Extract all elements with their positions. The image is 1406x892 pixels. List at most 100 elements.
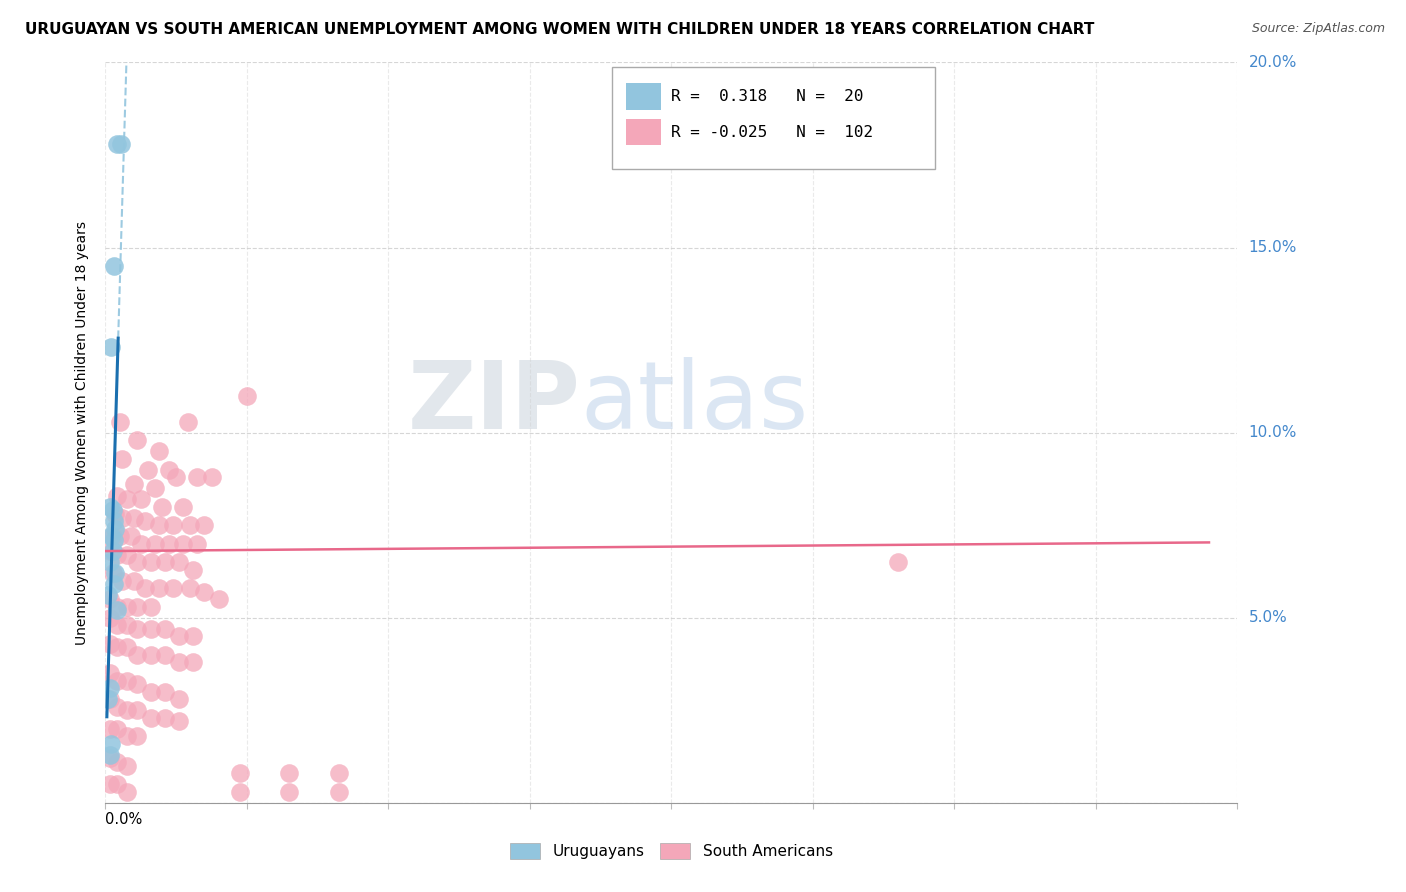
Point: [328, 785, 350, 799]
Point: [98, 610, 121, 624]
Point: [98, 555, 121, 569]
Point: [115, 703, 138, 717]
Point: [153, 711, 176, 725]
Text: URUGUAYAN VS SOUTH AMERICAN UNEMPLOYMENT AMONG WOMEN WITH CHILDREN UNDER 18 YEAR: URUGUAYAN VS SOUTH AMERICAN UNEMPLOYMENT…: [25, 22, 1095, 37]
Point: [129, 536, 152, 550]
Point: [172, 500, 194, 514]
Text: 5.0%: 5.0%: [1249, 610, 1286, 625]
Point: [278, 785, 301, 799]
Point: [229, 785, 252, 799]
Point: [98, 747, 121, 762]
Point: [148, 518, 170, 533]
Point: [193, 584, 215, 599]
Point: [208, 592, 231, 607]
Point: [115, 599, 138, 614]
Point: [115, 673, 138, 688]
Point: [167, 629, 190, 643]
Point: [98, 777, 121, 791]
Text: 15.0%: 15.0%: [1249, 240, 1296, 255]
Point: [104, 507, 127, 521]
Point: [115, 618, 138, 632]
Point: [100, 529, 122, 543]
Point: [98, 544, 121, 558]
Point: [105, 599, 128, 614]
Point: [103, 577, 125, 591]
Point: [100, 341, 122, 355]
Point: [101, 566, 124, 581]
Point: [162, 518, 184, 533]
Point: [150, 500, 173, 514]
Point: [193, 518, 215, 533]
Point: [105, 548, 128, 562]
Point: [98, 692, 121, 706]
Point: [110, 136, 132, 151]
Point: [111, 451, 134, 466]
Point: [105, 777, 128, 791]
Text: atlas: atlas: [581, 357, 808, 449]
Point: [186, 470, 208, 484]
Point: [105, 755, 128, 769]
Point: [103, 515, 125, 529]
Point: [108, 529, 131, 543]
Text: Source: ZipAtlas.com: Source: ZipAtlas.com: [1251, 22, 1385, 36]
Point: [165, 470, 187, 484]
Point: [136, 462, 159, 476]
Text: ZIP: ZIP: [408, 357, 581, 449]
Legend: Uruguayans, South Americans: Uruguayans, South Americans: [503, 838, 839, 865]
Point: [143, 536, 166, 550]
Point: [186, 536, 208, 550]
Point: [181, 655, 204, 669]
Point: [115, 640, 138, 655]
Point: [115, 729, 138, 743]
Point: [98, 592, 121, 607]
Point: [167, 692, 190, 706]
Point: [101, 544, 124, 558]
Point: [105, 699, 128, 714]
Point: [153, 685, 176, 699]
Point: [105, 603, 128, 617]
Text: R = -0.025   N =  102: R = -0.025 N = 102: [671, 125, 873, 139]
Point: [125, 555, 148, 569]
Point: [887, 555, 910, 569]
Point: [139, 711, 162, 725]
Point: [105, 136, 128, 151]
Point: [125, 599, 148, 614]
Point: [229, 766, 252, 780]
Point: [139, 622, 162, 636]
Point: [125, 677, 148, 691]
Point: [101, 503, 124, 517]
Point: [122, 510, 145, 524]
Point: [328, 766, 350, 780]
Point: [181, 629, 204, 643]
Text: R =  0.318   N =  20: R = 0.318 N = 20: [671, 89, 863, 103]
Point: [134, 515, 156, 529]
Text: 10.0%: 10.0%: [1249, 425, 1296, 440]
Point: [122, 574, 145, 588]
Point: [179, 581, 201, 595]
Point: [122, 477, 145, 491]
Point: [103, 259, 125, 273]
Point: [115, 548, 138, 562]
Point: [105, 489, 128, 503]
Point: [153, 648, 176, 662]
Point: [111, 574, 134, 588]
Point: [111, 510, 134, 524]
Point: [115, 492, 138, 507]
Point: [125, 648, 148, 662]
Point: [278, 766, 301, 780]
Point: [104, 522, 127, 536]
Point: [157, 462, 180, 476]
Point: [139, 648, 162, 662]
Point: [115, 785, 138, 799]
Point: [98, 722, 121, 736]
Point: [157, 536, 180, 550]
Point: [98, 500, 121, 514]
Point: [97, 589, 120, 603]
Point: [97, 692, 120, 706]
Point: [98, 666, 121, 681]
Point: [200, 470, 222, 484]
Point: [120, 529, 142, 543]
Point: [148, 444, 170, 458]
Point: [100, 737, 122, 751]
Y-axis label: Unemployment Among Women with Children Under 18 years: Unemployment Among Women with Children U…: [76, 220, 90, 645]
